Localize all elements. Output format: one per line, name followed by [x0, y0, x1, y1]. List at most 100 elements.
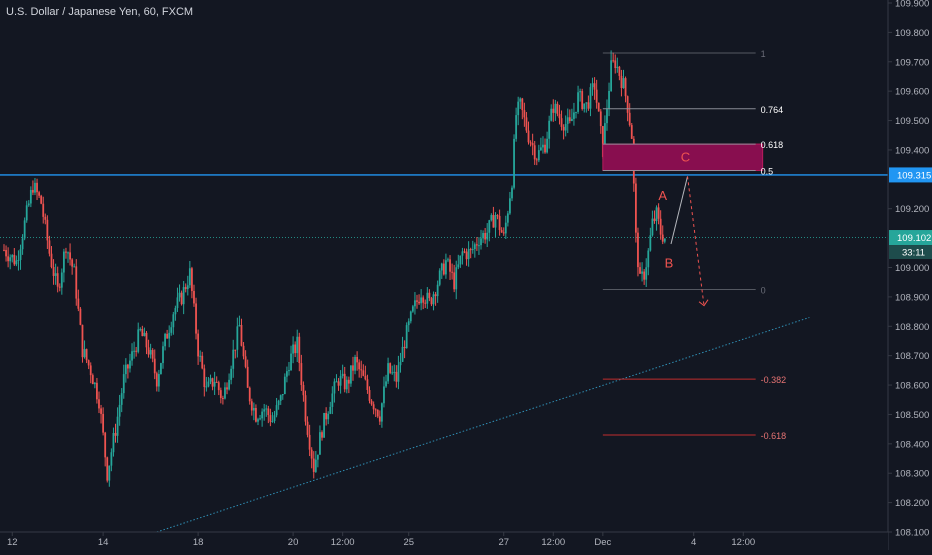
candle-body	[273, 415, 276, 422]
candle-body	[490, 215, 493, 221]
candle-body	[71, 259, 74, 267]
time-axis[interactable]: 12 14 18 20 12:00 25 27 12:00 Dec 4 12:00	[0, 531, 888, 550]
projection-path	[670, 176, 689, 245]
candle-body	[310, 449, 313, 459]
candle-body	[308, 434, 311, 450]
candle	[269, 408, 272, 427]
candle-body	[21, 238, 24, 250]
candle-body	[46, 219, 49, 241]
candle	[15, 255, 18, 267]
candle	[416, 294, 418, 309]
candle-body	[91, 375, 94, 385]
x-tick-label: 12	[7, 537, 18, 548]
candle	[257, 417, 259, 426]
candle	[347, 376, 350, 394]
candle	[147, 339, 150, 358]
candle-body	[583, 103, 586, 110]
candle-body	[347, 379, 350, 384]
candle-body	[506, 213, 509, 223]
candle	[116, 407, 119, 443]
candle	[517, 96, 520, 126]
candle	[112, 427, 115, 457]
candle-body	[304, 395, 307, 422]
candle-body	[32, 189, 34, 193]
candle	[178, 284, 181, 302]
candle	[236, 317, 239, 358]
fib-retracement[interactable]: 1 0.764 0.618 0.5 0 -0.382 -0.618	[602, 49, 786, 441]
candle	[283, 373, 286, 395]
countdown-text: 33:11	[902, 248, 925, 259]
candle	[182, 281, 185, 315]
candle-body	[432, 294, 435, 305]
candle-body	[58, 286, 61, 288]
candle	[209, 374, 212, 385]
candle-body	[649, 235, 652, 251]
candle-body	[447, 259, 449, 261]
candle-body	[335, 381, 338, 383]
candle-body	[438, 270, 441, 285]
candle-body	[422, 297, 425, 303]
symbol-title[interactable]: U.S. Dollar / Japanese Yen, 60, FXCM	[6, 6, 194, 18]
candle-body	[160, 363, 162, 375]
candle-body	[552, 108, 555, 113]
candle-body	[7, 256, 10, 262]
candle-body	[608, 90, 610, 109]
candle	[488, 219, 491, 242]
candle-body	[416, 300, 418, 302]
candle	[219, 387, 222, 404]
candle-body	[98, 399, 100, 409]
candle	[562, 124, 565, 140]
candle	[195, 297, 197, 340]
candle-body	[511, 187, 513, 199]
candle	[331, 386, 334, 415]
candle	[250, 398, 253, 416]
candle-body	[362, 370, 365, 376]
candle-body	[110, 452, 113, 466]
candle-body	[277, 400, 280, 406]
candle	[302, 381, 305, 402]
candle	[540, 137, 542, 152]
candle-body	[85, 349, 88, 361]
candle-body	[166, 333, 169, 339]
candle	[273, 410, 276, 424]
candle-body	[207, 381, 210, 387]
candle	[523, 102, 526, 127]
y-tick-label: 109.200	[895, 204, 929, 215]
price-axis[interactable]: 109.900 109.800 109.700 109.600 109.500 109.4…	[887, 0, 932, 550]
candle-body	[568, 117, 571, 122]
candle-body	[366, 379, 369, 391]
candle-body	[75, 266, 78, 299]
candle-body	[116, 416, 119, 436]
candle	[304, 390, 307, 426]
candle	[492, 206, 495, 228]
candle-body	[219, 390, 222, 398]
candle-body	[236, 326, 239, 350]
candle-body	[345, 379, 348, 390]
y-tick-label: 109.500	[895, 116, 929, 127]
candle-body	[407, 321, 410, 326]
candle	[358, 359, 361, 378]
candle-body	[168, 332, 171, 339]
candle-body	[203, 368, 206, 387]
candle-body	[616, 66, 619, 69]
candle-body	[147, 347, 150, 355]
candle	[564, 115, 567, 137]
candle-body	[634, 183, 637, 233]
candle-body	[286, 371, 288, 377]
candle	[589, 83, 592, 117]
candle	[337, 378, 340, 391]
candle	[100, 404, 102, 424]
candle-body	[230, 368, 233, 380]
candle	[215, 376, 218, 383]
candle	[323, 412, 325, 438]
candle	[506, 210, 509, 227]
candle	[110, 448, 113, 472]
candle	[277, 399, 280, 410]
candle-body	[486, 232, 489, 240]
candle-body	[257, 419, 259, 422]
candle-body	[376, 409, 379, 417]
candle	[221, 395, 224, 405]
candle-body	[451, 271, 454, 273]
